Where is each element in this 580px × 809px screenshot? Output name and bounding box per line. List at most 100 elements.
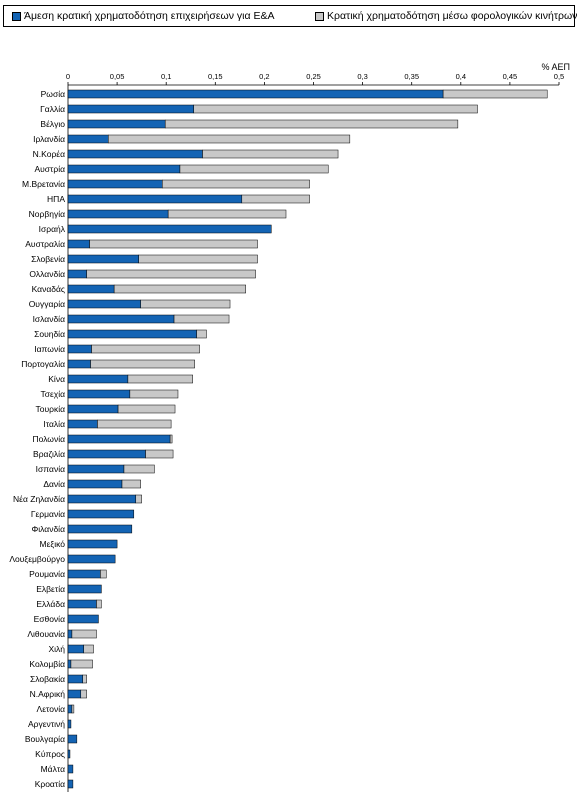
bar-direct-funding <box>67 419 98 429</box>
category-label: Ελλάδα <box>36 599 65 609</box>
bar-direct-funding <box>67 599 97 609</box>
category-label: Εσθονία <box>34 614 66 624</box>
x-tick-label: 0,4 <box>456 72 466 81</box>
x-tick-label: 0,45 <box>503 72 518 81</box>
bar-tax-incentives <box>167 209 287 219</box>
bar-direct-funding <box>67 749 71 759</box>
x-tick-label: 0,5 <box>554 72 564 81</box>
category-label: Γερμανία <box>31 509 65 519</box>
bar-direct-funding <box>67 719 72 729</box>
bar-direct-funding <box>67 734 78 744</box>
bar-direct-funding <box>67 134 109 144</box>
category-label: Ν.Αφρική <box>30 689 66 699</box>
bar-direct-funding <box>67 494 137 504</box>
bar-tax-incentives <box>71 704 75 714</box>
legend-label-direct-funding: Άμεση κρατική χρηματοδότηση επιχειρήσεων… <box>24 10 275 22</box>
legend-item-direct-funding: Άμεση κρατική χρηματοδότηση επιχειρήσεων… <box>12 10 275 22</box>
bar-direct-funding <box>67 179 163 189</box>
bar-tax-incentives <box>83 644 94 654</box>
bar-tax-incentives <box>196 329 207 339</box>
bar-tax-incentives <box>71 629 97 639</box>
bar-tax-incentives <box>145 449 174 459</box>
bar-direct-funding <box>67 779 74 789</box>
bar-tax-incentives <box>193 104 478 114</box>
category-label: Λιθουανία <box>27 629 65 639</box>
bar-tax-incentives <box>70 659 93 669</box>
bar-tax-incentives <box>89 239 258 249</box>
bar-direct-funding <box>67 149 203 159</box>
bar-direct-funding <box>67 254 139 264</box>
bar-direct-funding <box>67 539 118 549</box>
bar-direct-funding <box>67 449 146 459</box>
category-label: Νορβηγία <box>29 209 65 219</box>
bar-direct-funding <box>67 239 90 249</box>
bar-direct-funding <box>67 689 82 699</box>
bar-direct-funding <box>67 674 83 684</box>
category-label: Ρωσία <box>41 89 65 99</box>
category-label: Ισπανία <box>36 464 65 474</box>
bar-tax-incentives <box>97 419 172 429</box>
bar-direct-funding <box>67 314 175 324</box>
legend-swatch-direct-funding <box>12 11 21 21</box>
category-label: Τσεχία <box>40 389 65 399</box>
category-label: Βραζιλία <box>33 449 65 459</box>
bar-tax-incentives <box>117 404 176 414</box>
category-label: Λουξεμβούργο <box>9 554 65 564</box>
bar-tax-incentives <box>96 599 102 609</box>
bar-direct-funding <box>67 404 119 414</box>
bar-direct-funding <box>67 554 116 564</box>
category-label: Πορτογαλία <box>21 359 65 369</box>
bar-tax-incentives <box>91 344 200 354</box>
bar-direct-funding <box>67 119 166 129</box>
category-label: Σουηδία <box>34 329 65 339</box>
bar-direct-funding <box>67 704 73 714</box>
bar-tax-incentives <box>241 194 310 204</box>
bar-direct-funding <box>67 224 272 234</box>
category-label: Ρουμανία <box>29 569 65 579</box>
x-tick-label: 0,2 <box>259 72 269 81</box>
bar-direct-funding <box>67 209 169 219</box>
bar-tax-incentives <box>173 314 230 324</box>
category-label: Σλοβακία <box>30 674 65 684</box>
category-label: Βέλγιο <box>40 119 65 129</box>
bar-direct-funding <box>67 284 115 294</box>
category-label: Κολομβία <box>29 659 65 669</box>
category-label: Ελβετία <box>36 584 65 594</box>
category-label: Μεξικό <box>40 539 66 549</box>
category-label: Λετονία <box>37 704 66 714</box>
x-tick-label: 0 <box>66 72 70 81</box>
category-label: Μάλτα <box>41 764 65 774</box>
bar-tax-incentives <box>108 134 351 144</box>
category-label: Φιλανδία <box>32 524 66 534</box>
category-label: Αργεντινή <box>28 719 65 729</box>
bar-direct-funding <box>67 659 72 669</box>
bar-tax-incentives <box>202 149 339 159</box>
bar-tax-incentives <box>179 164 329 174</box>
bar-tax-incentives <box>442 89 548 99</box>
bar-direct-funding <box>67 269 87 279</box>
category-label: Πολωνία <box>32 434 65 444</box>
bar-tax-incentives <box>127 374 193 384</box>
bar-tax-incentives <box>162 179 310 189</box>
category-label: Ουγγαρία <box>29 299 65 309</box>
bar-direct-funding <box>67 479 123 489</box>
category-label: Δανία <box>43 479 65 489</box>
bar-tax-incentives <box>86 269 256 279</box>
category-label: Μ.Βρετανία <box>22 179 65 189</box>
bar-direct-funding <box>67 89 444 99</box>
bar-tax-incentives <box>123 464 155 474</box>
category-label: Αυστρία <box>34 164 65 174</box>
legend-swatch-tax-incentives <box>315 11 324 21</box>
category-label: Τουρκία <box>35 404 65 414</box>
bar-tax-incentives <box>80 689 87 699</box>
bar-tax-incentives <box>82 674 87 684</box>
bar-tax-incentives <box>138 254 258 264</box>
x-tick-label: 0,35 <box>404 72 419 81</box>
x-tick-label: 0,05 <box>110 72 125 81</box>
bar-tax-incentives <box>164 119 459 129</box>
category-label: ΗΠΑ <box>47 194 65 204</box>
category-label: Ιρλανδία <box>33 134 65 144</box>
bar-tax-incentives <box>113 284 246 294</box>
bar-direct-funding <box>67 569 101 579</box>
